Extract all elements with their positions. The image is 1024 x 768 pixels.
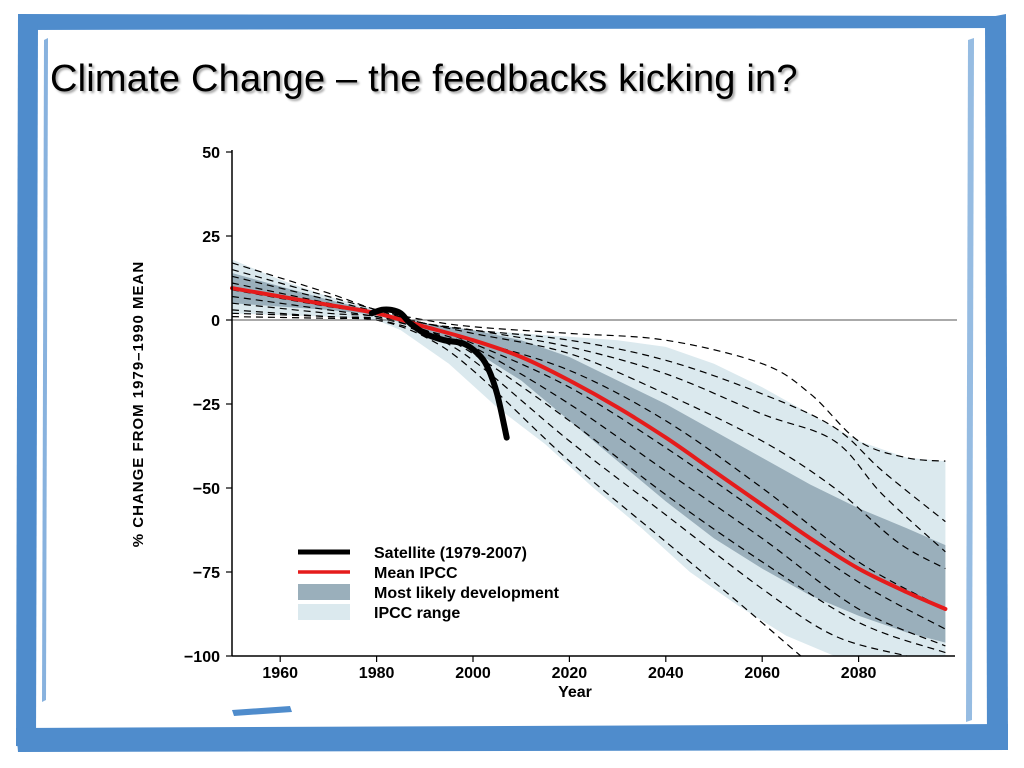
model-run-line-8 bbox=[231, 309, 946, 654]
frame-brush-stroke bbox=[232, 706, 292, 716]
y-tick-label: −50 bbox=[193, 481, 220, 498]
model-run-line-1 bbox=[231, 262, 946, 462]
y-tick-label: 25 bbox=[202, 229, 220, 246]
model-run-line-7 bbox=[231, 302, 946, 647]
legend-label: IPCC range bbox=[374, 605, 460, 622]
band-layer bbox=[232, 259, 946, 656]
model-run-line-2 bbox=[231, 269, 946, 523]
frame-top-edge bbox=[18, 14, 1004, 30]
x-tick-label: 2040 bbox=[648, 665, 684, 682]
legend-swatch bbox=[298, 584, 350, 600]
frame-bottom-edge bbox=[16, 724, 1008, 752]
y-tick-label: −25 bbox=[193, 397, 220, 414]
x-tick-label: 1960 bbox=[262, 665, 298, 682]
x-tick-label: 2000 bbox=[455, 665, 491, 682]
model-run-line-3 bbox=[231, 275, 946, 553]
legend: Satellite (1979-2007) Mean IPCC Most likel… bbox=[298, 545, 560, 622]
x-axis-label: Year bbox=[558, 684, 592, 701]
frame-right-edge bbox=[985, 14, 1008, 750]
model-run-line-10 bbox=[231, 312, 802, 657]
slide-title: Climate Change – the feedbacks kicking i… bbox=[50, 58, 798, 100]
series-line-satellite bbox=[368, 306, 510, 441]
axes-layer: 50 25 0 −25 −50 −75 −100 1960 1980 2000 2020 2040 20… bbox=[184, 145, 955, 682]
x-tick-label: 2080 bbox=[841, 665, 877, 682]
model-run-line-6 bbox=[231, 295, 946, 630]
frame-brush-stroke bbox=[42, 38, 48, 702]
frame-left-edge bbox=[16, 14, 38, 748]
frame-brush-stroke bbox=[966, 38, 974, 722]
x-tick-label: 2020 bbox=[552, 665, 588, 682]
legend-swatch bbox=[298, 604, 350, 620]
y-tick-label: 0 bbox=[211, 313, 220, 330]
y-tick-label: −75 bbox=[193, 565, 220, 582]
legend-label: Most likely development bbox=[374, 585, 560, 602]
model-run-line-5 bbox=[231, 289, 946, 610]
x-tick-label: 1980 bbox=[359, 665, 395, 682]
y-tick-label: 50 bbox=[202, 145, 220, 162]
x-tick-label: 2060 bbox=[744, 665, 780, 682]
legend-label: Satellite (1979-2007) bbox=[374, 545, 527, 562]
series-line-mean-ipcc bbox=[230, 286, 948, 611]
series-layer bbox=[230, 286, 948, 611]
legend-label: Mean IPCC bbox=[374, 565, 458, 582]
y-axis-label: % CHANGE FROM 1979–1990 MEAN bbox=[130, 261, 147, 547]
band-most-likely-development bbox=[232, 273, 946, 643]
y-tick-label: −100 bbox=[184, 649, 220, 666]
model-run-layer bbox=[231, 262, 946, 657]
